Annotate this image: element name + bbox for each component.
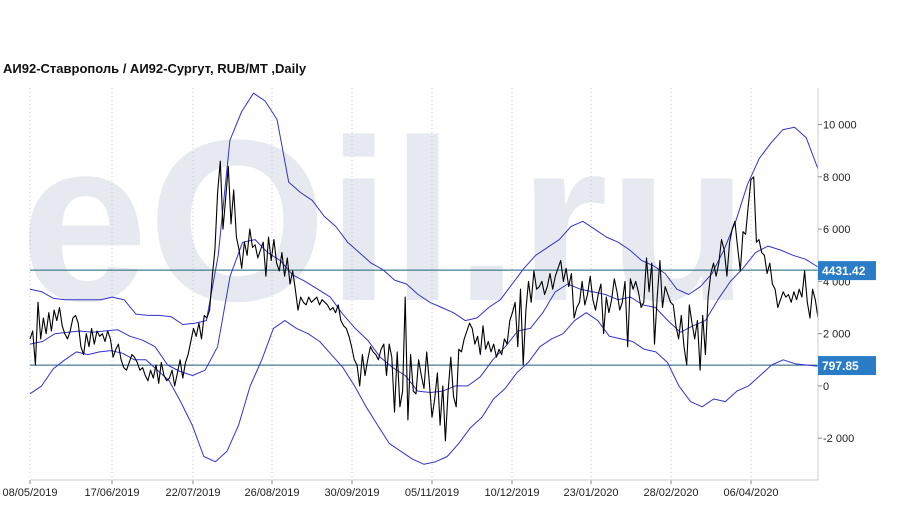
price-line	[29, 160, 819, 442]
chart-title: АИ92-Ставрополь / АИ92-Сургут, RUB/MT ,D…	[3, 61, 307, 76]
reference-badges: 4431.42 797.85	[818, 261, 876, 376]
x-tick-label-2: 22/07/2019	[165, 487, 220, 499]
x-tick-label-8: 28/02/2020	[643, 487, 698, 499]
y-tick-label-0: -2 000	[823, 433, 854, 445]
x-tick-label-4: 30/09/2019	[324, 487, 379, 499]
reference-badge-label-1: 797.85	[822, 359, 859, 373]
middle-band-line	[29, 239, 819, 393]
y-tick-label-4: 6 000	[823, 224, 851, 236]
lower-band-line	[29, 312, 819, 465]
reference-badge-1	[818, 356, 876, 376]
x-axis: 08/05/2019 17/06/2019 22/07/2019 26/08/2019…	[2, 479, 818, 499]
y-tick-label-1: 0	[823, 381, 829, 393]
series-lines	[29, 92, 819, 465]
x-tick-label-1: 17/06/2019	[84, 487, 139, 499]
y-tick-label-2: 2 000	[823, 329, 851, 341]
y-tick-label-6: 10 000	[823, 120, 857, 132]
x-tick-label-5: 05/11/2019	[405, 487, 459, 499]
x-tick-label-9: 06/04/2020	[723, 487, 778, 499]
watermark-logo: eOil.ru	[20, 92, 749, 349]
upper-band-line	[29, 92, 819, 325]
reference-badge-0	[818, 261, 876, 281]
reference-badge-label-0: 4431.42	[822, 264, 866, 278]
x-tick-label-7: 23/01/2020	[563, 487, 618, 499]
x-tick-label-3: 26/08/2019	[244, 487, 299, 499]
x-tick-label-0: 08/05/2019	[2, 487, 57, 499]
y-tick-label-5: 8 000	[823, 172, 851, 184]
x-tick-label-6: 10/12/2019	[484, 487, 539, 499]
